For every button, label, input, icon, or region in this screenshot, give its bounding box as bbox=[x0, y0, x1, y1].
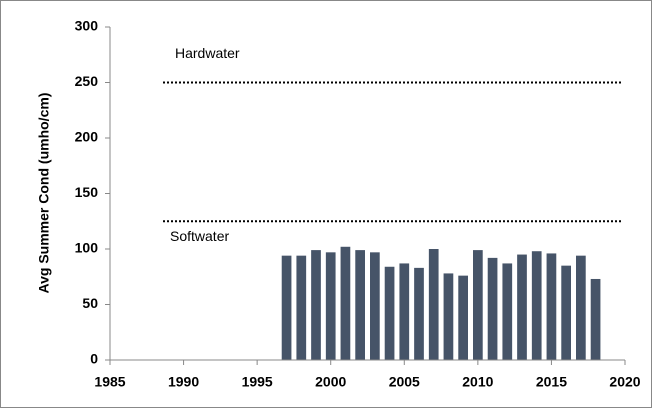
y-tick-label: 250 bbox=[75, 73, 99, 89]
x-tick-label: 2020 bbox=[609, 374, 640, 390]
bar bbox=[502, 263, 513, 360]
x-tick-label: 2000 bbox=[315, 374, 346, 390]
bar bbox=[487, 257, 498, 360]
x-tick-label: 2015 bbox=[536, 374, 567, 390]
bar bbox=[517, 254, 527, 360]
bar bbox=[340, 246, 351, 360]
bar bbox=[414, 267, 424, 360]
bar bbox=[458, 275, 468, 360]
bar bbox=[576, 255, 586, 360]
bar bbox=[399, 263, 410, 360]
reference-label: Softwater bbox=[170, 228, 229, 244]
bar bbox=[281, 255, 292, 360]
y-axis-label: Avg Summer Cond (umho/cm) bbox=[36, 93, 52, 294]
bar bbox=[546, 253, 557, 360]
bar bbox=[325, 252, 336, 360]
bar bbox=[384, 266, 395, 360]
reference-label: Hardwater bbox=[175, 45, 240, 61]
x-tick-label: 2010 bbox=[462, 374, 493, 390]
y-tick-label: 100 bbox=[75, 240, 99, 256]
bar bbox=[561, 265, 571, 360]
x-tick-label: 1985 bbox=[94, 374, 125, 390]
bar bbox=[428, 249, 439, 360]
bar bbox=[531, 251, 542, 360]
bar bbox=[590, 278, 601, 360]
bar bbox=[355, 250, 365, 360]
bar bbox=[311, 250, 321, 360]
y-tick-label: 200 bbox=[75, 129, 99, 145]
bar bbox=[473, 250, 483, 360]
bar bbox=[443, 273, 454, 360]
y-tick-label: 0 bbox=[90, 351, 98, 367]
bar bbox=[370, 252, 380, 360]
bar bbox=[296, 255, 307, 360]
y-tick-label: 50 bbox=[82, 295, 98, 311]
y-tick-label: 300 bbox=[75, 18, 99, 34]
y-tick-label: 150 bbox=[75, 184, 99, 200]
x-tick-label: 1995 bbox=[242, 374, 273, 390]
x-tick-label: 2005 bbox=[389, 374, 420, 390]
x-tick-label: 1990 bbox=[168, 374, 199, 390]
